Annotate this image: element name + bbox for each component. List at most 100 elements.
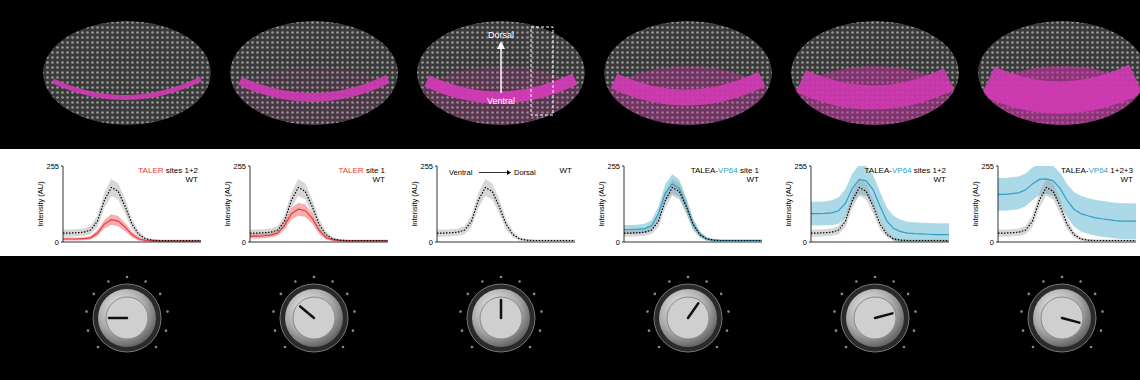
y-tick: [622, 166, 624, 167]
y-tick: [435, 242, 437, 243]
knob-dot: [529, 346, 532, 349]
knob-pointer: [875, 313, 892, 318]
y-tick-label: 0: [803, 238, 807, 247]
y-tick-label: 0: [55, 238, 59, 247]
knob-dot: [720, 293, 723, 296]
x-axis: [624, 242, 762, 243]
y-tick-label: 0: [990, 238, 994, 247]
plot-area: [437, 179, 575, 241]
series-line: [624, 187, 762, 240]
knob-dot: [467, 293, 470, 296]
y-axis: [998, 166, 999, 242]
embryo: [43, 21, 211, 125]
x-axis: [437, 242, 575, 243]
knob-cap: [106, 297, 148, 339]
legend-text: WT: [186, 175, 199, 184]
y-axis-label: Intensity (AU): [223, 181, 232, 227]
legend-text: WT: [373, 175, 386, 184]
knob-dot: [907, 293, 910, 296]
y-tick: [809, 242, 811, 243]
y-axis-label: Intensity (AU): [784, 181, 793, 227]
y-axis: [63, 166, 64, 242]
embryo-stripe: [988, 79, 1136, 98]
error-band: [998, 179, 1136, 241]
plot-area: [250, 179, 388, 241]
x-axis: [250, 242, 388, 243]
knob-pointer: [300, 306, 314, 318]
y-tick: [435, 166, 437, 167]
y-axis: [811, 166, 812, 242]
knob-dot: [313, 276, 316, 279]
knob-dot: [845, 346, 848, 349]
legend-entry: WT: [747, 175, 760, 184]
knob-dot: [274, 329, 277, 332]
knob-dot: [716, 346, 719, 349]
knob-dot: [1042, 280, 1045, 283]
knob-dot: [1094, 293, 1097, 296]
chart-band: [0, 149, 1140, 256]
x-axis: [63, 242, 201, 243]
y-tick: [248, 166, 250, 167]
knob-face: [1033, 289, 1091, 347]
knob-dot: [668, 280, 671, 283]
knob-face: [285, 289, 343, 347]
annotation-arrowhead: [507, 170, 511, 175]
y-axis: [437, 166, 438, 242]
knob-ring: [841, 284, 909, 352]
chart: 0255Intensity (AU)TALER sites 1+2WT: [36, 162, 201, 247]
knob: [85, 276, 169, 352]
knob-dot: [841, 293, 844, 296]
knob-pointer: [109, 317, 127, 320]
annotation: Dorsal: [514, 168, 536, 177]
knob-dot: [727, 310, 730, 313]
y-axis-label: Intensity (AU): [36, 181, 45, 227]
series-line: [624, 184, 762, 241]
knob-dot: [914, 310, 917, 313]
roi-box: [531, 27, 553, 115]
knob-dot: [500, 276, 503, 279]
y-tick: [996, 166, 998, 167]
y-tick-label: 255: [607, 162, 620, 171]
chart: 0255Intensity (AU)TALEA-VP64 sites 1+2WT: [784, 162, 949, 247]
knob-pointer: [688, 303, 698, 318]
plot-area: [624, 174, 762, 241]
knob-ring: [93, 284, 161, 352]
knob-dot: [272, 310, 275, 313]
knob-face: [846, 289, 904, 347]
chart: 0255Intensity (AU)WTVentralDorsal: [410, 162, 575, 247]
knob-dot: [705, 280, 708, 283]
knob-dot: [518, 280, 521, 283]
y-tick: [809, 166, 811, 167]
legend-text: TALEA-: [691, 166, 719, 175]
knob-dot: [654, 293, 657, 296]
image-label: Ventral: [487, 96, 515, 106]
embryo: [970, 21, 1140, 160]
y-tick-label: 0: [429, 238, 433, 247]
knob-dot: [533, 293, 536, 296]
legend-text: WT: [560, 166, 573, 175]
knob-dot: [1101, 310, 1104, 313]
knob-cap: [854, 297, 896, 339]
y-tick: [61, 166, 63, 167]
knob-dot: [833, 310, 836, 313]
knob-cap: [667, 297, 709, 339]
knob-face: [659, 289, 717, 347]
knob-dot: [461, 329, 464, 332]
knob-dot: [1090, 346, 1093, 349]
knob-dot: [97, 346, 100, 349]
plot-area: [998, 166, 1136, 241]
knob-cap: [480, 297, 522, 339]
embryo-diffuse: [783, 66, 968, 160]
knob-face: [98, 289, 156, 347]
error-band: [811, 179, 949, 241]
annotation-arrow: [479, 172, 508, 173]
knob-dot: [165, 329, 168, 332]
knob-dot: [540, 310, 543, 313]
knob-dot: [648, 329, 651, 332]
axis-arrowhead: [497, 41, 505, 49]
legend-text: TALER: [138, 166, 163, 175]
knob: [459, 276, 543, 352]
x-axis: [811, 242, 949, 243]
knob-dot: [107, 280, 110, 283]
y-tick: [996, 242, 998, 243]
